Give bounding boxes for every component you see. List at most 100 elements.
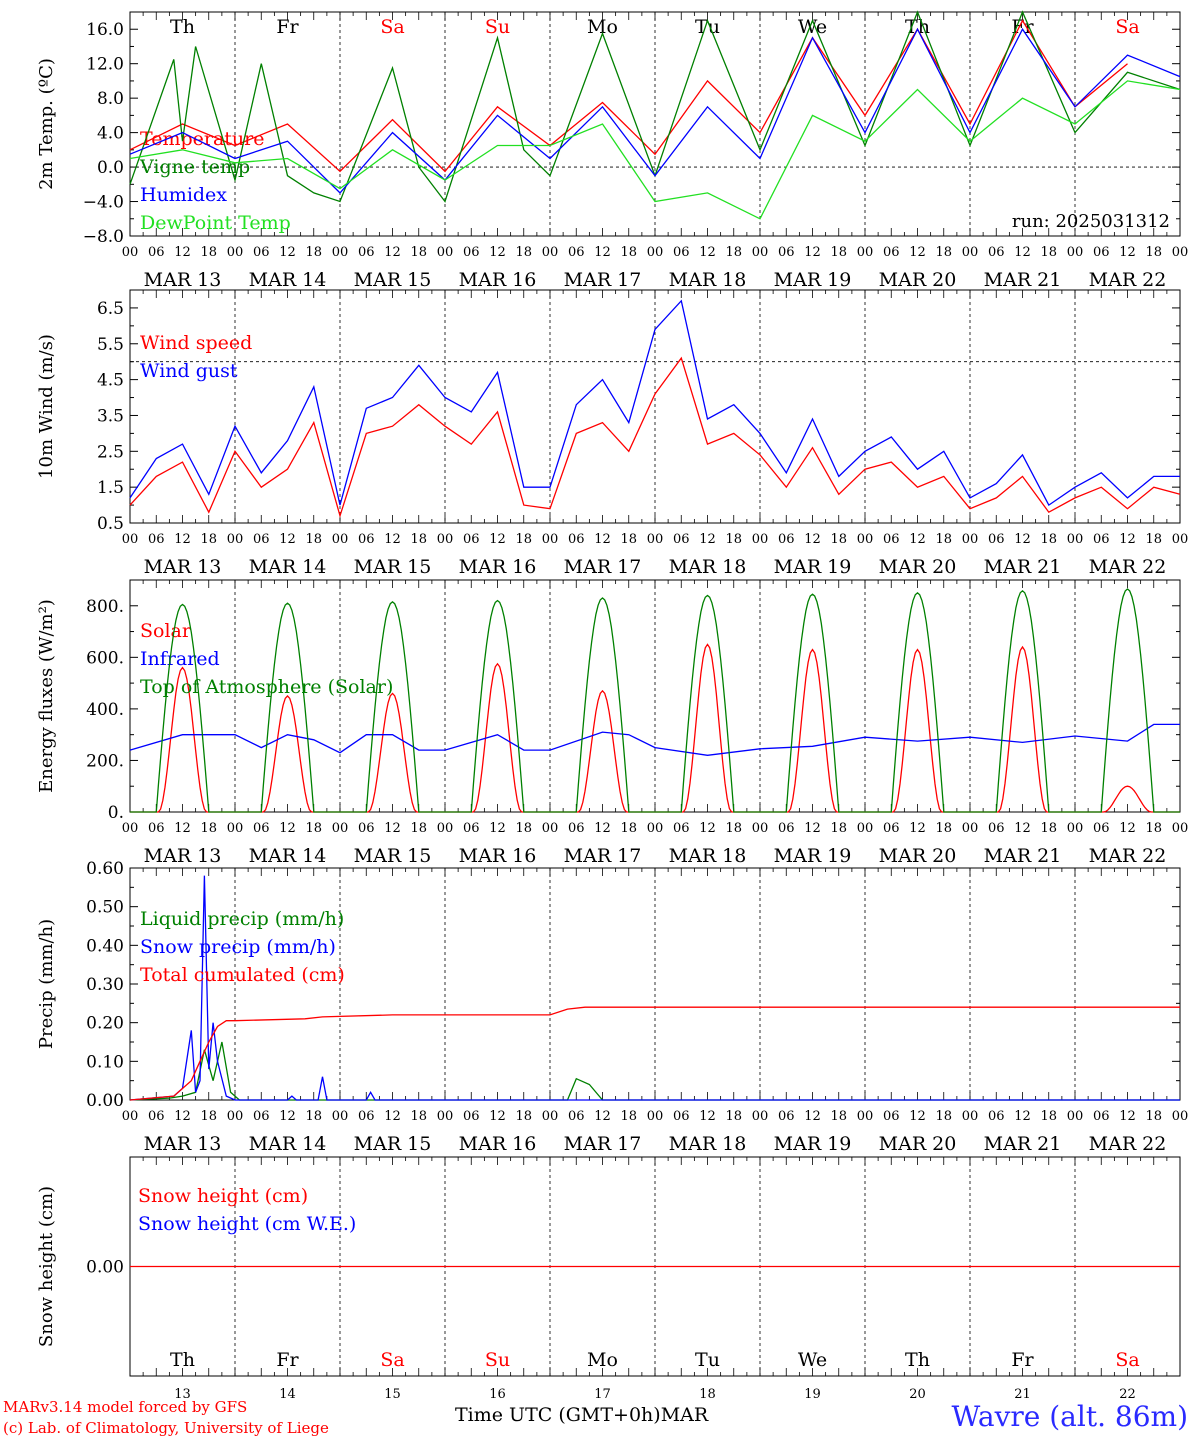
precip-hour-label: 12 [804, 1109, 821, 1124]
energy-series-top-of-atmosphere-solar- [130, 588, 1180, 813]
energy-hour-label: 18 [305, 821, 322, 836]
energy-hour-label: 00 [332, 821, 349, 836]
temp-hour-label: 18 [410, 245, 427, 260]
temp-hour-label: 00 [542, 245, 559, 260]
energy-date-label: MAR 13 [144, 845, 222, 867]
temp-hour-label: 12 [174, 245, 191, 260]
wind-date-label: MAR 15 [354, 556, 432, 578]
temp-hour-label: 18 [830, 245, 847, 260]
energy-hour-label: 18 [515, 821, 532, 836]
wind-legend-entry: Wind gust [140, 360, 238, 382]
energy-hour-label: 12 [804, 821, 821, 836]
energy-hour-label: 00 [647, 821, 664, 836]
temp-hour-label: 06 [1093, 245, 1110, 260]
temp-date-label: MAR 14 [249, 269, 327, 291]
temp-hour-label: 06 [883, 245, 900, 260]
wind-hour-label: 18 [1145, 532, 1162, 547]
energy-hour-label: 12 [594, 821, 611, 836]
precip-hour-label: 12 [909, 1109, 926, 1124]
wind-hour-label: 06 [988, 532, 1005, 547]
snow-y-tick-label: 0.00 [86, 1258, 124, 1278]
temp-hour-label: 06 [253, 245, 270, 260]
weekday-label: Tu [695, 16, 720, 38]
precip-hour-label: 12 [1119, 1109, 1136, 1124]
weekday-label: Mo [587, 16, 618, 38]
wind-date-label: MAR 17 [564, 556, 642, 578]
wind-hour-label: 12 [699, 532, 716, 547]
energy-hour-label: 12 [1014, 821, 1031, 836]
weekday-label: Sa [380, 1349, 404, 1371]
temp-series-dewpoint-temp [129, 80, 1181, 220]
energy-hour-label: 00 [752, 821, 769, 836]
precip-hour-label: 12 [384, 1109, 401, 1124]
energy-hour-label: 00 [857, 821, 874, 836]
wind-hour-label: 18 [725, 532, 742, 547]
day-number-label: 14 [279, 1387, 296, 1402]
precip-hour-label: 12 [489, 1109, 506, 1124]
energy-date-label: MAR 19 [774, 845, 852, 867]
wind-hour-label: 12 [174, 532, 191, 547]
wind-hour-label: 18 [620, 532, 637, 547]
wind-hour-label: 18 [935, 532, 952, 547]
temp-date-label: MAR 13 [144, 269, 222, 291]
temp-hour-label: 18 [305, 245, 322, 260]
temp-hour-label: 18 [200, 245, 217, 260]
weekday-label: Tu [695, 1349, 720, 1371]
energy-y-tick-label: 0. [108, 803, 124, 823]
wind-hour-label: 00 [122, 532, 139, 547]
precip-hour-label: 12 [174, 1109, 191, 1124]
precip-hour-label: 06 [988, 1109, 1005, 1124]
wind-date-label: MAR 14 [249, 556, 327, 578]
energy-hour-label: 00 [1067, 821, 1084, 836]
energy-hour-label: 18 [1040, 821, 1057, 836]
energy-hour-label: 18 [620, 821, 637, 836]
precip-date-label: MAR 14 [249, 1133, 327, 1155]
temp-hour-label: 00 [1067, 245, 1084, 260]
precip-series-liquid-precip-mm-h- [129, 1041, 1180, 1101]
precip-hour-label: 00 [962, 1109, 979, 1124]
energy-series-infrared [129, 723, 1180, 756]
weekday-label: We [798, 1349, 827, 1371]
precip-series-total-cumulated-cm- [129, 1006, 1180, 1101]
energy-hour-label: 06 [568, 821, 585, 836]
day-number-label: 17 [594, 1387, 611, 1402]
energy-y-tick-label: 800. [86, 597, 124, 617]
x-axis-month: MAR [660, 1404, 709, 1426]
temp-hour-label: 00 [962, 245, 979, 260]
temp-hour-label: 18 [725, 245, 742, 260]
precip-hour-label: 12 [279, 1109, 296, 1124]
weekday-label: Fr [276, 1349, 299, 1371]
temp-hour-label: 12 [279, 245, 296, 260]
precip-hour-label: 00 [647, 1109, 664, 1124]
temp-hour-label: 18 [1040, 245, 1057, 260]
weekday-label: Mo [587, 1349, 618, 1371]
wind-hour-label: 12 [489, 532, 506, 547]
precip-legend-entry: Liquid precip (mm/h) [140, 908, 344, 930]
temp-date-label: MAR 22 [1089, 269, 1167, 291]
precip-hour-label: 06 [568, 1109, 585, 1124]
model-credit: MARv3.14 model forced by GFS [3, 1398, 248, 1416]
wind-date-label: MAR 20 [879, 556, 957, 578]
wind-hour-label: 06 [148, 532, 165, 547]
wind-hour-label: 00 [752, 532, 769, 547]
wind-hour-label: 06 [253, 532, 270, 547]
precip-y-tick-label: 0.20 [86, 1014, 124, 1034]
temp-hour-label: 12 [804, 245, 821, 260]
temp-hour-label: 00 [122, 245, 139, 260]
energy-hour-label: 00 [542, 821, 559, 836]
precip-hour-label: 00 [227, 1109, 244, 1124]
energy-hour-label: 06 [358, 821, 375, 836]
weekday-label: Th [905, 1349, 930, 1371]
temp-hour-label: 06 [568, 245, 585, 260]
day-number-label: 16 [489, 1387, 506, 1402]
temp-y-tick-label: −4.0 [83, 193, 124, 213]
x-axis-title: Time UTC (GMT+0h)MAR [455, 1404, 708, 1426]
precip-hour-label: 18 [935, 1109, 952, 1124]
weekday-label: Su [485, 16, 510, 38]
wind-series-wind-gust [129, 299, 1180, 507]
wind-date-label: MAR 18 [669, 556, 747, 578]
weekday-label: Sa [1115, 1349, 1139, 1371]
temp-hour-label: 12 [699, 245, 716, 260]
precip-date-label: MAR 17 [564, 1133, 642, 1155]
